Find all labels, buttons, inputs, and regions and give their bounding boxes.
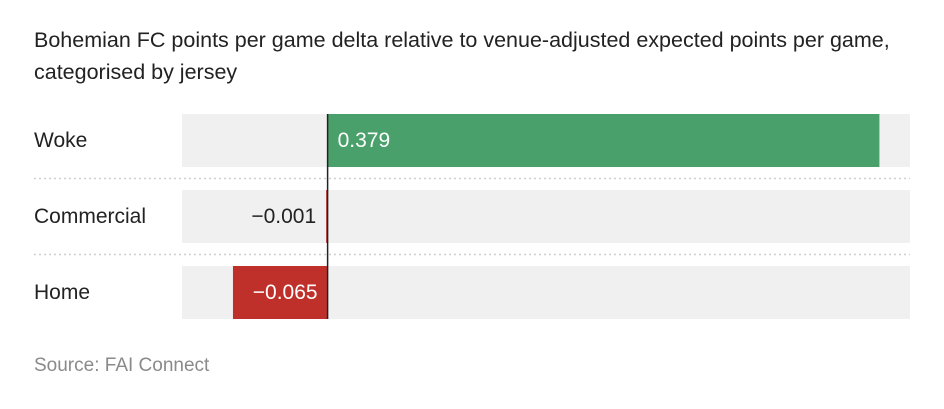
data-label: −0.001 — [251, 205, 316, 228]
category-label: Commercial — [34, 205, 146, 228]
source-note: Source: FAI Connect — [34, 355, 210, 376]
bar — [232, 266, 328, 319]
bar-track — [182, 190, 910, 243]
data-label: 0.379 — [338, 129, 391, 152]
category-label: Woke — [34, 129, 87, 152]
chart-title: Bohemian FC points per game delta relati… — [34, 28, 890, 84]
bar — [327, 114, 880, 167]
category-label: Home — [34, 281, 90, 304]
data-label: −0.065 — [253, 281, 318, 304]
